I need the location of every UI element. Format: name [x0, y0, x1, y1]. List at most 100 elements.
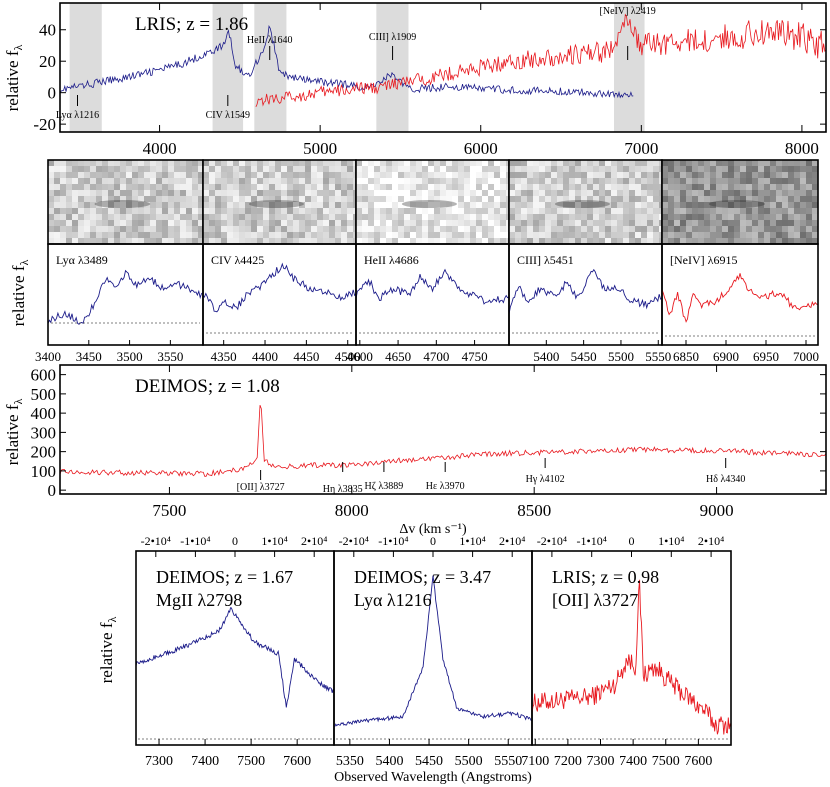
pixel [515, 196, 521, 202]
pixel [132, 178, 138, 184]
pixel [54, 190, 60, 196]
pixel [734, 172, 740, 178]
line-id-label: Hε λ3970 [426, 481, 465, 492]
pixel [674, 178, 680, 184]
pixel [653, 208, 659, 214]
pixel [275, 160, 281, 166]
pixel [356, 226, 362, 232]
pixel [563, 232, 569, 238]
pixel [84, 184, 90, 190]
pixel [144, 232, 150, 238]
x-tick-label: 4450 [293, 349, 319, 364]
pixel [452, 196, 458, 202]
pixel [138, 208, 144, 214]
pixel [704, 202, 710, 208]
pixel [380, 232, 386, 238]
pixel [239, 220, 245, 226]
pixel [686, 208, 692, 214]
pixel [203, 214, 209, 220]
pixel [263, 232, 269, 238]
pixel [794, 196, 800, 202]
pixel [506, 232, 509, 238]
pixel [329, 166, 335, 172]
pixel [734, 196, 740, 202]
spectrum-2d-image-1 [203, 160, 356, 244]
pixel [66, 220, 72, 226]
pixel [180, 238, 186, 244]
pixel [108, 232, 114, 238]
pixel [647, 214, 653, 220]
pixel [90, 220, 96, 226]
pixel [192, 160, 198, 166]
pixel [812, 214, 818, 220]
pixel [716, 232, 722, 238]
pixel [533, 166, 539, 172]
line-id-label: CIV λ1549 [206, 110, 250, 121]
pixel [446, 190, 452, 196]
pixel [647, 178, 653, 184]
pixel [704, 220, 710, 226]
pixel [299, 226, 305, 232]
pixel [269, 184, 275, 190]
pixel [186, 172, 192, 178]
pixel [698, 226, 704, 232]
pixel [764, 160, 770, 166]
line-label: CIII] λ5451 [517, 253, 574, 267]
pixel [156, 220, 162, 226]
pixel [374, 190, 380, 196]
pixel [692, 184, 698, 190]
pixel [629, 160, 635, 166]
pixel [221, 214, 227, 220]
pixel [623, 172, 629, 178]
pixel [362, 220, 368, 226]
pixel [114, 220, 120, 226]
pixel [215, 220, 221, 226]
pixel [599, 178, 605, 184]
pixel [311, 232, 317, 238]
pixel [168, 166, 174, 172]
pixel [641, 172, 647, 178]
pixel [752, 232, 758, 238]
pixel [605, 238, 611, 244]
pixel [132, 208, 138, 214]
line-label: [NeIV] λ6915 [670, 253, 737, 267]
pixel [150, 238, 156, 244]
pixel [659, 184, 662, 190]
pixel [470, 184, 476, 190]
pixel [563, 196, 569, 202]
pixel [800, 190, 806, 196]
pixel [740, 202, 746, 208]
pixel [464, 190, 470, 196]
pixel [506, 214, 509, 220]
pixel [305, 172, 311, 178]
pixel [551, 226, 557, 232]
pixel [108, 196, 114, 202]
vel-tick-label: -1•10⁴ [180, 534, 210, 548]
pixel [281, 220, 287, 226]
pixel [662, 202, 668, 208]
pixel [60, 166, 66, 172]
pixel [806, 214, 812, 220]
pixel [464, 178, 470, 184]
pixel [776, 178, 782, 184]
pixel [557, 214, 563, 220]
pixel [78, 232, 84, 238]
pixel [293, 166, 299, 172]
pixel [305, 196, 311, 202]
pixel [746, 208, 752, 214]
pixel [653, 178, 659, 184]
pixel [434, 160, 440, 166]
pixel [257, 208, 263, 214]
zoom-spectrum-1 [203, 262, 356, 313]
pixel [221, 238, 227, 244]
pixel [126, 196, 132, 202]
pixel [275, 172, 281, 178]
pixel [581, 214, 587, 220]
pixel [293, 202, 299, 208]
pixel [245, 196, 251, 202]
pixel [812, 208, 818, 214]
pixel [794, 208, 800, 214]
pixel [659, 160, 662, 166]
pixel [72, 214, 78, 220]
pixel [476, 196, 482, 202]
